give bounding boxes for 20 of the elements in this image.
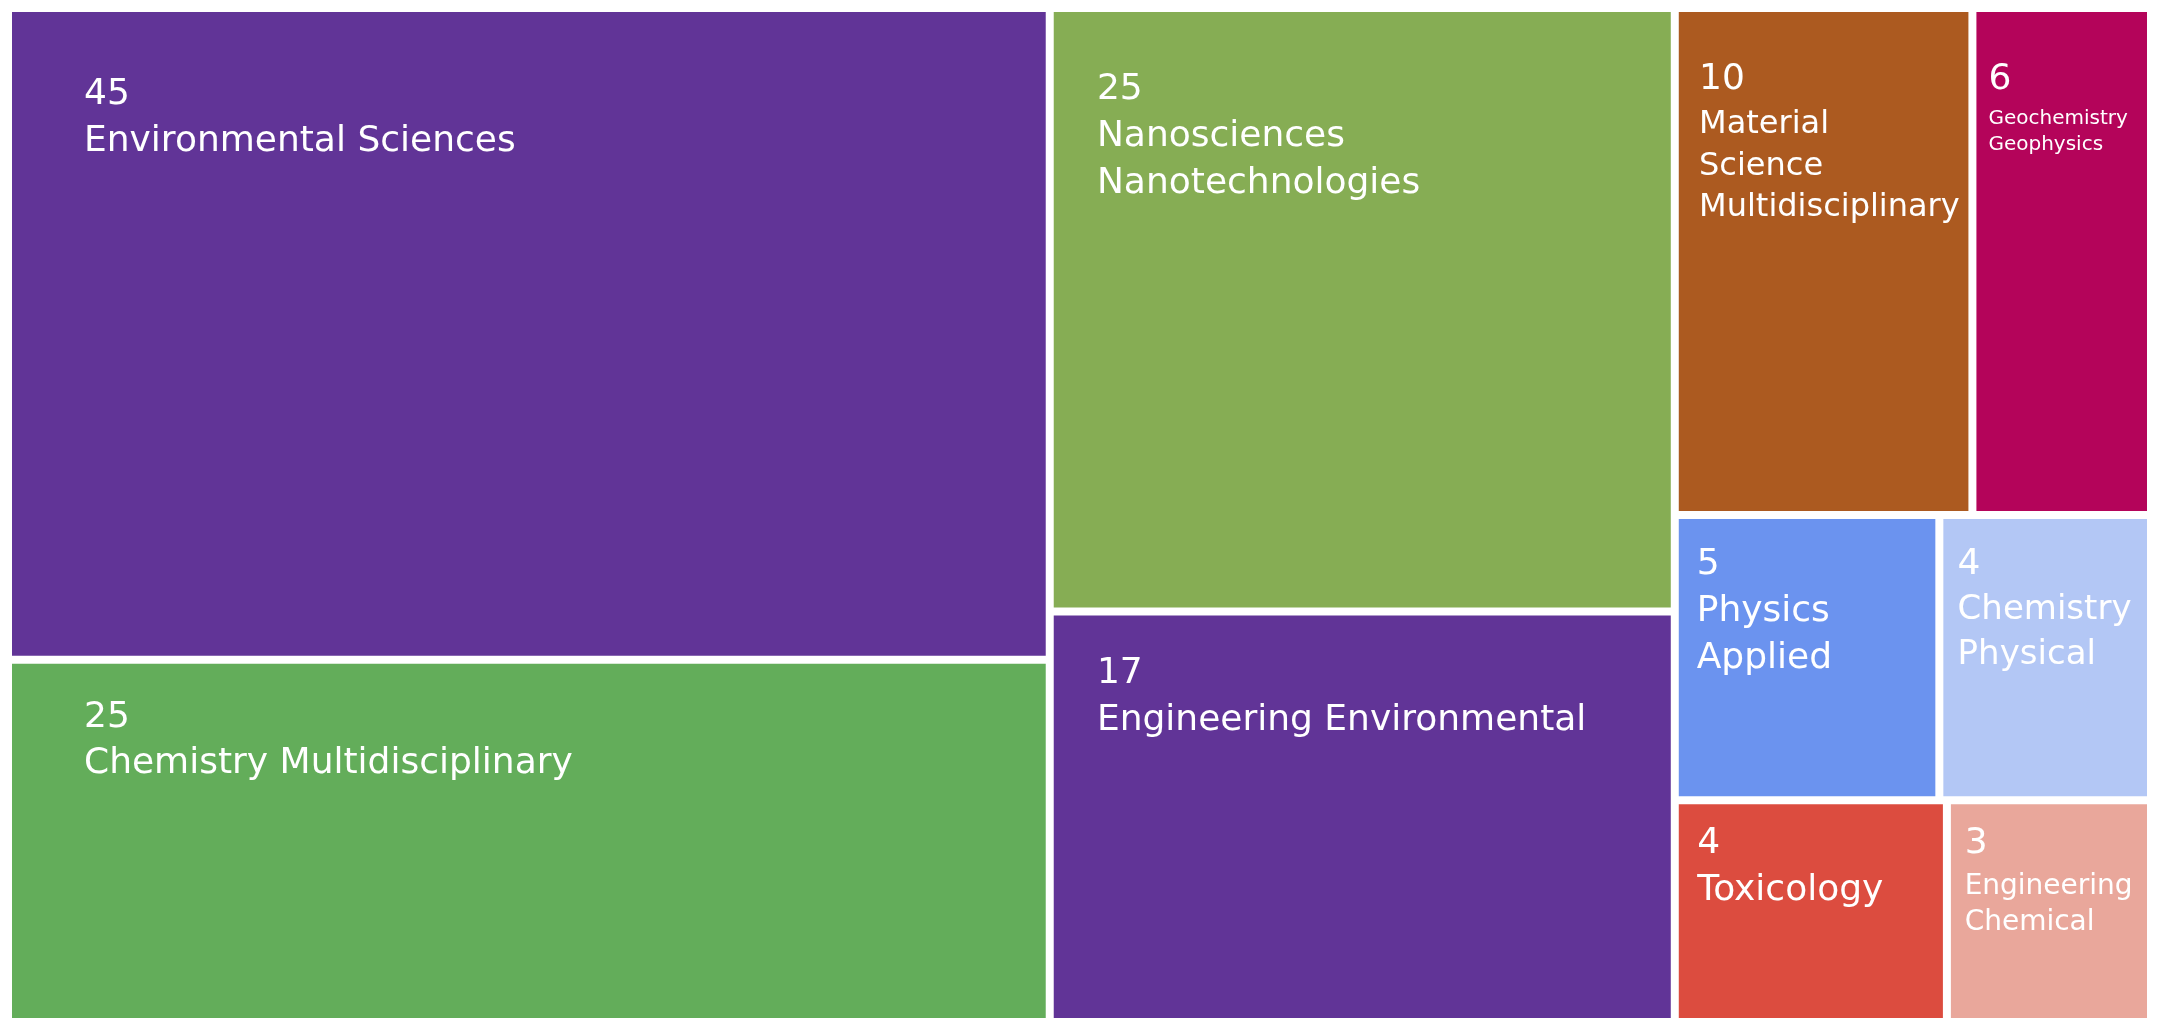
data-label: 25: [84, 693, 130, 735]
data-label: 17: [1096, 650, 1143, 692]
category-label: Nanosciences Nanotechnologies: [1096, 112, 1421, 201]
category-label: Chemistry Physical: [1957, 587, 2132, 672]
category-label: Physics Applied: [1696, 587, 1833, 676]
category-label: Engineering Chemical: [1964, 867, 2133, 938]
data-label: 4: [1697, 819, 1721, 861]
category-label: Material Science Multidisciplinary: [1699, 103, 1960, 225]
category-label: Toxicology: [1696, 866, 1884, 908]
data-label: 10: [1699, 56, 1745, 98]
category-label: Engineering Environmental: [1096, 696, 1587, 738]
data-label: 6: [1988, 56, 2012, 98]
data-label: 25: [1096, 65, 1143, 107]
data-label: 45: [84, 70, 130, 112]
data-label: 4: [1957, 541, 1981, 583]
category-label: Chemistry Multidisciplinary: [84, 740, 573, 782]
category-label: Geochemistry Geophysics: [1988, 104, 2128, 155]
data-label: 5: [1696, 541, 1720, 583]
data-label: 3: [1964, 819, 1988, 861]
category-label: Environmental Sciences: [84, 117, 516, 159]
